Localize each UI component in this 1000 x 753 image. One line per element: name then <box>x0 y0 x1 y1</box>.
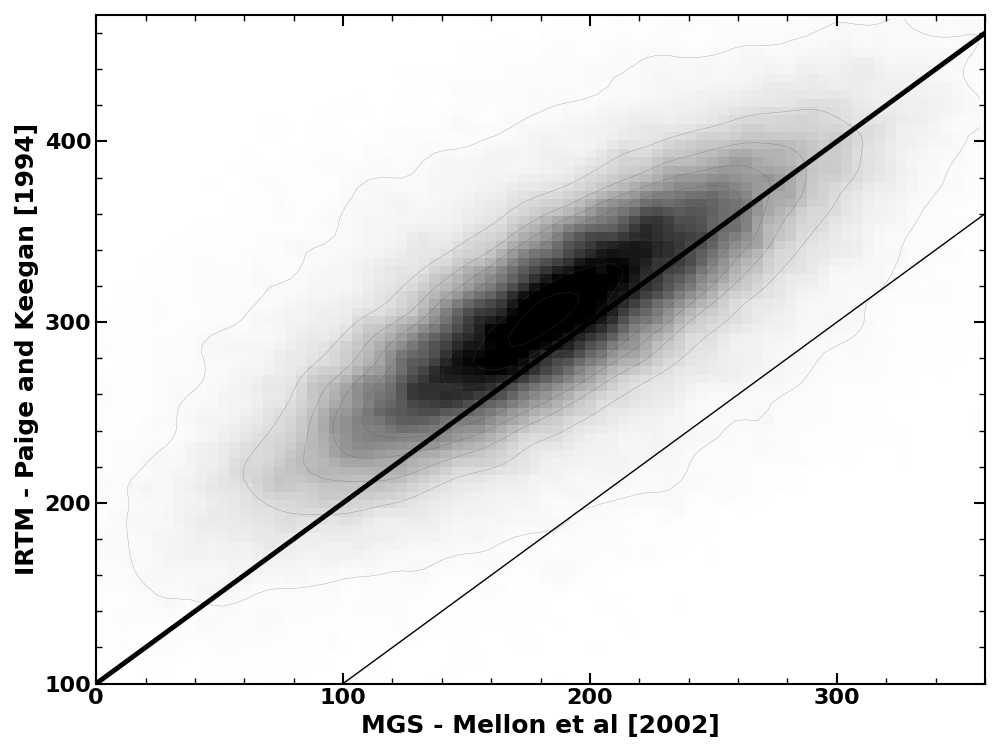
Y-axis label: IRTM - Paige and Keegan [1994]: IRTM - Paige and Keegan [1994] <box>15 123 39 575</box>
X-axis label: MGS - Mellon et al [2002]: MGS - Mellon et al [2002] <box>361 714 720 738</box>
